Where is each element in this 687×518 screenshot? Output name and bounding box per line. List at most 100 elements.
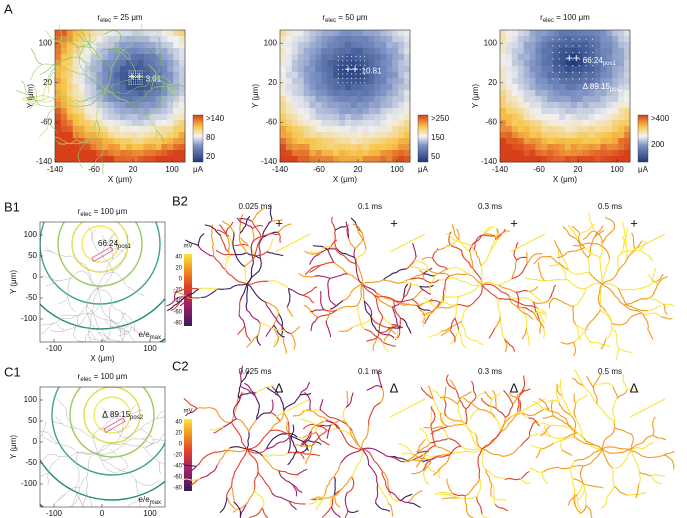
heatmap-cell bbox=[565, 54, 572, 61]
dendrite bbox=[557, 464, 584, 470]
heatmap-cell bbox=[327, 42, 334, 49]
electrode bbox=[359, 77, 361, 79]
dendrite bbox=[259, 322, 276, 331]
heatmap-cell bbox=[500, 114, 507, 121]
heatmap-cell bbox=[120, 72, 127, 79]
heatmap-cell bbox=[125, 60, 133, 67]
dendrite bbox=[579, 465, 584, 485]
heatmap-cell bbox=[582, 114, 590, 121]
annotation-sub: pos2 bbox=[130, 415, 144, 421]
dendrite bbox=[481, 430, 502, 450]
electrode bbox=[350, 69, 353, 71]
heatmap-cell bbox=[114, 150, 121, 157]
heatmap-cell bbox=[60, 54, 68, 61]
dendrite bbox=[481, 448, 487, 471]
heatmap-cell bbox=[404, 48, 411, 55]
heatmap-cell bbox=[398, 138, 405, 145]
heatmap-cell bbox=[529, 108, 536, 115]
heatmap-cell bbox=[582, 84, 590, 91]
dendrite bbox=[520, 375, 526, 395]
heatmap-cell bbox=[624, 78, 631, 85]
heatmap-cell bbox=[291, 114, 299, 121]
heatmap-cell bbox=[291, 108, 299, 115]
heatmap-cell bbox=[179, 48, 186, 55]
heatmap-cell bbox=[511, 102, 519, 109]
heatmap-cell bbox=[392, 30, 399, 37]
dendrite bbox=[485, 469, 506, 480]
heatmap-cell bbox=[161, 102, 168, 109]
heatmap-cell bbox=[102, 114, 109, 121]
dendrite bbox=[58, 25, 62, 43]
heatmap-cell bbox=[179, 78, 186, 85]
dendrite bbox=[441, 426, 449, 439]
dendrite bbox=[573, 448, 603, 462]
dendrite bbox=[538, 397, 550, 412]
dendrite bbox=[447, 423, 465, 427]
heatmap-cell bbox=[606, 144, 613, 151]
dendrite bbox=[481, 283, 510, 297]
dendrite bbox=[518, 400, 522, 414]
heatmap-cell bbox=[380, 120, 387, 127]
electrode-marker: ++ bbox=[566, 51, 580, 65]
electrode-marker: + bbox=[630, 215, 638, 230]
panel-label: A bbox=[4, 1, 13, 16]
heatmap-cell bbox=[96, 84, 103, 91]
colorbar-label: 80 bbox=[206, 133, 215, 142]
x-axis-label: X (μm) bbox=[333, 175, 357, 184]
heatmap-cell bbox=[78, 150, 85, 157]
heatmap-cell bbox=[624, 156, 631, 163]
heatmap-cell bbox=[120, 84, 127, 91]
electrode bbox=[135, 83, 137, 85]
dendrite bbox=[537, 262, 545, 281]
heatmap-cell bbox=[511, 72, 519, 79]
heatmap-cell bbox=[541, 120, 548, 127]
electrode bbox=[565, 71, 567, 73]
dendrite bbox=[320, 290, 325, 311]
heatmap-cell bbox=[612, 90, 619, 97]
dendrite bbox=[548, 297, 554, 309]
heatmap-cell bbox=[594, 36, 601, 43]
heatmap-cell bbox=[161, 42, 168, 49]
heatmap-cell bbox=[505, 90, 513, 97]
dendrite bbox=[368, 464, 379, 486]
dendrite bbox=[483, 225, 495, 236]
heatmap-cell bbox=[398, 84, 405, 91]
heatmap-cell bbox=[327, 144, 334, 151]
heatmap-cell bbox=[143, 66, 150, 73]
dendrite bbox=[257, 471, 273, 495]
dendrite bbox=[420, 453, 435, 458]
heatmap-cell bbox=[392, 138, 399, 145]
heatmap-cell bbox=[505, 138, 513, 145]
dendrite bbox=[515, 289, 530, 293]
heatmap-cell bbox=[108, 60, 115, 67]
heatmap-cell bbox=[173, 84, 180, 91]
dendrite bbox=[382, 268, 408, 281]
heatmap-cell bbox=[120, 150, 127, 157]
heatmap-cell bbox=[303, 30, 310, 37]
dendrite bbox=[252, 224, 264, 230]
dendrite bbox=[294, 444, 313, 447]
heatmap-cell bbox=[500, 132, 507, 139]
dendrite bbox=[422, 456, 435, 470]
dendrite bbox=[419, 284, 434, 288]
heatmap-cell bbox=[309, 66, 316, 73]
dendrite bbox=[642, 434, 654, 444]
heatmap-cell bbox=[120, 138, 127, 145]
heatmap-cell bbox=[505, 54, 513, 61]
heatmap-cell bbox=[368, 150, 375, 157]
dendrite bbox=[418, 427, 431, 444]
dendrite bbox=[407, 490, 423, 503]
electrode bbox=[364, 73, 366, 75]
heatmap-cell bbox=[559, 72, 566, 79]
electrode bbox=[128, 83, 130, 85]
heatmap-cell bbox=[356, 36, 364, 43]
x-tick-label: 20 bbox=[574, 165, 583, 174]
dendrite bbox=[423, 297, 438, 309]
dendrite bbox=[452, 276, 483, 287]
dendrite bbox=[309, 264, 322, 273]
heatmap-cell bbox=[374, 156, 381, 163]
electrode bbox=[572, 51, 574, 54]
dendrite bbox=[238, 218, 253, 223]
heatmap-cell bbox=[55, 54, 62, 61]
dendrite bbox=[355, 258, 363, 285]
